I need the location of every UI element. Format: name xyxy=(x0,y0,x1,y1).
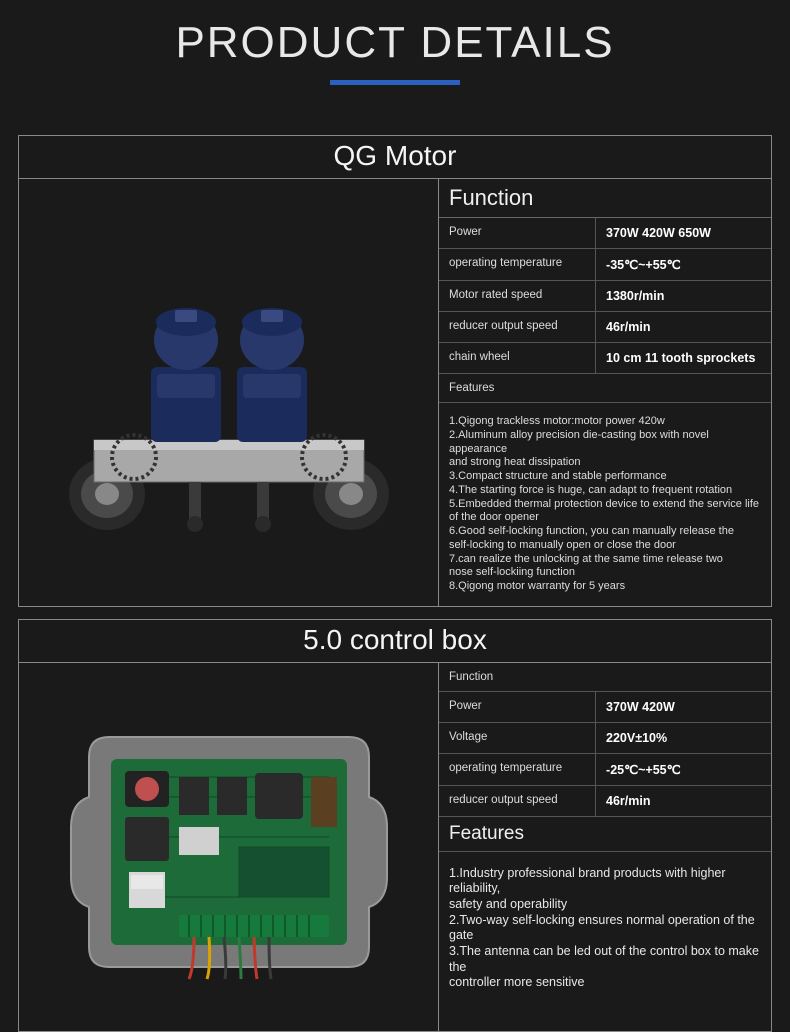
feature-line: 2.Aluminum alloy precision die-casting b… xyxy=(449,429,765,457)
spec-value: 46r/min xyxy=(595,786,771,816)
spec-label: Voltage xyxy=(439,723,595,753)
product-title: QG Motor xyxy=(19,136,771,179)
product-image-pane xyxy=(19,663,439,1031)
feature-line: safety and operability xyxy=(449,897,765,913)
control-box-illustration xyxy=(39,697,419,997)
feature-line: 1.Qigong trackless motor:motor power 420… xyxy=(449,415,765,429)
spec-row: chain wheel 10 cm 11 tooth sprockets xyxy=(439,343,771,374)
spec-row: operating temperature -35℃~+55℃ xyxy=(439,249,771,281)
product-card-qg-motor: QG Motor xyxy=(18,135,772,607)
spec-label: operating temperature xyxy=(439,249,595,280)
spec-row: Power 370W 420W xyxy=(439,692,771,723)
spec-row: reducer output speed 46r/min xyxy=(439,786,771,817)
features-list: 1.Industry professional brand products w… xyxy=(439,852,771,1031)
spec-value: -35℃~+55℃ xyxy=(595,249,771,280)
feature-line: 4.The starting force is huge, can adapt … xyxy=(449,484,765,498)
feature-line: and strong heat dissipation xyxy=(449,456,765,470)
feature-line: 1.Industry professional brand products w… xyxy=(449,866,765,897)
features-header: Features xyxy=(439,817,771,852)
features-header: Features xyxy=(439,374,771,403)
spec-value: -25℃~+55℃ xyxy=(595,754,771,785)
spec-pane: Function Power 370W 420W 650W operating … xyxy=(439,179,771,606)
product-image-pane xyxy=(19,179,439,606)
spec-pane: Function Power 370W 420W Voltage 220V±10… xyxy=(439,663,771,1031)
spec-label: Power xyxy=(439,218,595,248)
function-header: Function xyxy=(439,663,771,692)
spec-row: Motor rated speed 1380r/min xyxy=(439,281,771,312)
feature-line: 3.The antenna can be led out of the cont… xyxy=(449,944,765,975)
product-card-control-box: 5.0 control box xyxy=(18,619,772,1032)
function-header: Function xyxy=(439,179,771,218)
spec-label: Motor rated speed xyxy=(439,281,595,311)
spec-label: Power xyxy=(439,692,595,722)
feature-line: 3.Compact structure and stable performan… xyxy=(449,470,765,484)
feature-line: 2.Two-way self-locking ensures normal op… xyxy=(449,913,765,944)
page-title: PRODUCT DETAILS xyxy=(0,0,790,68)
feature-line: 5.Embedded thermal protection device to … xyxy=(449,498,765,512)
spec-label: reducer output speed xyxy=(439,312,595,342)
spec-value: 220V±10% xyxy=(595,723,771,753)
spec-row: Power 370W 420W 650W xyxy=(439,218,771,249)
spec-row: operating temperature -25℃~+55℃ xyxy=(439,754,771,786)
features-list: 1.Qigong trackless motor:motor power 420… xyxy=(439,403,771,606)
feature-line: self-locking to manually open or close t… xyxy=(449,539,765,553)
product-title: 5.0 control box xyxy=(19,620,771,663)
spec-value: 1380r/min xyxy=(595,281,771,311)
feature-line: 7.can realize the unlocking at the same … xyxy=(449,553,765,567)
spec-value: 46r/min xyxy=(595,312,771,342)
title-underline xyxy=(330,80,460,85)
spec-label: chain wheel xyxy=(439,343,595,373)
feature-line: 6.Good self-locking function, you can ma… xyxy=(449,525,765,539)
feature-line: controller more sensitive xyxy=(449,975,765,991)
spec-value: 370W 420W 650W xyxy=(595,218,771,248)
spec-label: reducer output speed xyxy=(439,786,595,816)
spec-row: reducer output speed 46r/min xyxy=(439,312,771,343)
feature-line: of the door opener xyxy=(449,511,765,525)
motor-illustration xyxy=(29,222,429,562)
spec-row: Voltage 220V±10% xyxy=(439,723,771,754)
spec-label: operating temperature xyxy=(439,754,595,785)
spec-value: 10 cm 11 tooth sprockets xyxy=(595,343,771,373)
spec-value: 370W 420W xyxy=(595,692,771,722)
feature-line: 8.Qigong motor warranty for 5 years xyxy=(449,580,765,594)
feature-line: nose self-lockiing function xyxy=(449,566,765,580)
